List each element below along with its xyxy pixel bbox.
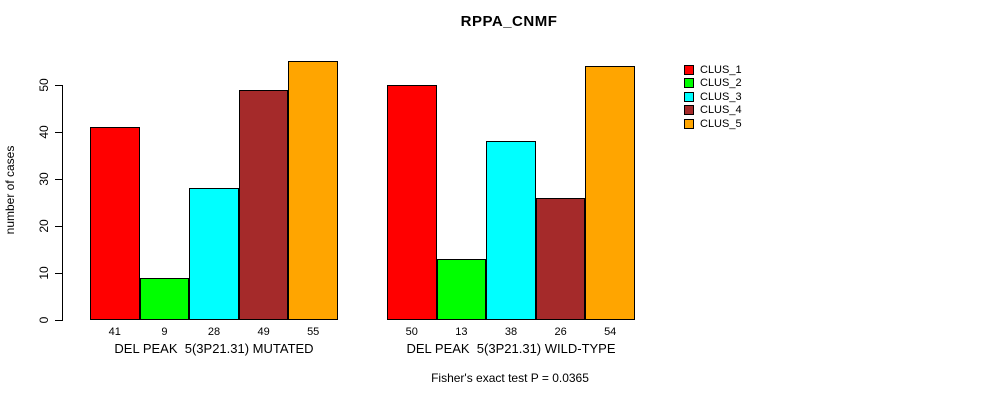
y-tick-mark xyxy=(55,319,62,321)
bar-clus_4 xyxy=(536,198,585,320)
y-tick-label: 40 xyxy=(37,125,51,139)
bar-value-label: 38 xyxy=(504,326,518,338)
group-label: DEL PEAK 5(3P21.31) WILD-TYPE xyxy=(406,341,616,356)
y-tick-mark xyxy=(55,84,62,86)
y-tick-label: 0 xyxy=(37,316,51,324)
legend-swatch-clus_5 xyxy=(684,118,694,129)
legend-swatch-clus_2 xyxy=(684,78,694,89)
y-tick-mark xyxy=(55,178,62,180)
statistic-annotation: Fisher's exact test P = 0.0365 xyxy=(431,371,589,385)
bar-clus_4 xyxy=(239,90,288,320)
group-label: DEL PEAK 5(3P21.31) MUTATED xyxy=(114,341,314,356)
bar-value-label: 26 xyxy=(554,326,567,338)
chart-title: RPPA_CNMF xyxy=(460,13,558,30)
bar-clus_2 xyxy=(140,278,189,320)
bar-clus_3 xyxy=(486,141,536,320)
legend-swatch-clus_1 xyxy=(684,65,694,75)
bar-value-label: 9 xyxy=(161,326,168,338)
y-tick-label: 50 xyxy=(37,78,51,92)
bar-value-label: 49 xyxy=(257,326,270,338)
y-axis-label: number of cases xyxy=(3,145,17,235)
y-tick-label: 20 xyxy=(37,219,51,233)
bar-clus_2 xyxy=(437,259,486,320)
bar-clus_5 xyxy=(288,61,338,320)
legend-swatch-clus_3 xyxy=(684,91,694,102)
legend-label: CLUS_1 xyxy=(700,64,742,76)
bar-value-label: 41 xyxy=(108,326,121,338)
bar-value-label: 28 xyxy=(207,326,221,338)
legend-label: CLUS_5 xyxy=(700,117,742,130)
bar-clus_1 xyxy=(387,85,437,320)
bar-value-label: 55 xyxy=(307,326,320,338)
legend-label: CLUS_3 xyxy=(700,90,742,103)
bar-clus_3 xyxy=(189,188,239,320)
y-tick-label: 10 xyxy=(37,266,51,280)
y-tick-mark xyxy=(55,131,62,133)
legend-swatch-clus_4 xyxy=(684,105,694,116)
bar-value-label: 54 xyxy=(604,326,617,338)
bar-value-label: 50 xyxy=(405,326,418,338)
y-tick-mark xyxy=(55,272,62,274)
legend-label: CLUS_4 xyxy=(700,104,742,117)
y-tick-mark xyxy=(55,225,62,227)
y-tick-label: 30 xyxy=(37,172,51,186)
bar-clus_5 xyxy=(585,66,635,320)
legend-label: CLUS_2 xyxy=(700,77,742,90)
y-axis-line xyxy=(62,85,63,321)
bar-clus_1 xyxy=(90,127,140,320)
bar-value-label: 13 xyxy=(455,326,468,338)
